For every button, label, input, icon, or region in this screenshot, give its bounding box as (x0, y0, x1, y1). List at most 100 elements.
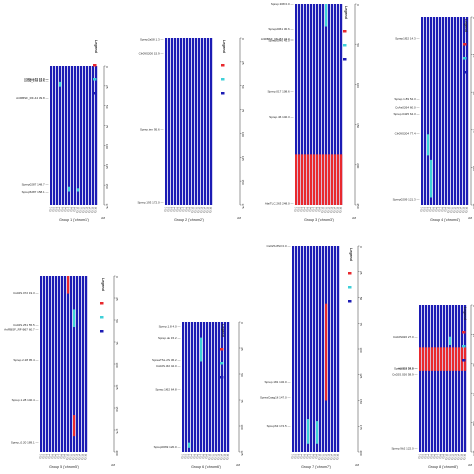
red-segment (428, 347, 431, 371)
red-segment (331, 154, 334, 205)
marker-label: Sprep2a58 1.3 — (140, 37, 164, 41)
axis-tick-label: 75 (472, 129, 474, 133)
legend-swatch-red (221, 64, 225, 67)
sample-label: F2-8 (185, 206, 188, 212)
axis-unit: cM (468, 216, 473, 220)
sample-label: F2-1 (420, 206, 423, 212)
axis-tick-label: 100 (240, 424, 244, 429)
sample-label: F2-10 (66, 453, 69, 460)
sample-label: F2-11 (448, 453, 451, 460)
panel-group5: Cs02S.072 19.3 — Cs02S.251 55.5 —ArtRBSF_… (4, 275, 119, 469)
genotype-column (50, 66, 53, 205)
panel-group6: Sprep.1.8 4.0 — Sprep.ok 15.2 — SpreaTSL.2… (152, 321, 244, 469)
sample-label: F2-7 (309, 453, 312, 459)
axis-tick-label: 0 (359, 246, 363, 248)
sample-label: F2-5 (176, 206, 179, 212)
sample-label: F2-1 (181, 453, 184, 459)
sample-label: F2-4 (303, 206, 306, 212)
sample-label: F2-11 (450, 206, 453, 213)
genotype-column (177, 38, 180, 205)
sample-label: F2-9 (188, 206, 191, 212)
genotype-column (83, 66, 86, 205)
sample-label: F2-6 (179, 206, 182, 212)
sample-label: F2-12 (214, 453, 217, 460)
axis-tick-label: 50 (240, 373, 244, 377)
axis-tick-label: 200 (115, 450, 119, 455)
genotype-column (431, 305, 434, 452)
sample-label: F2-5 (303, 453, 306, 459)
cyan-segment (73, 309, 76, 328)
axis-tick-label: 75 (359, 323, 363, 327)
genotype-column (76, 276, 79, 452)
marker-label: SpreaCaag1fi 147.0 — (260, 396, 291, 400)
genotype-column (201, 38, 204, 205)
sample-label: F2-9 (63, 453, 66, 459)
genotype-column (195, 38, 198, 205)
genotype-column (62, 66, 65, 205)
marker-label: ArtRBSF_RF-B67 60.7 — (4, 328, 38, 332)
axis-tick-label: 250 (356, 203, 360, 208)
genotype-column (304, 4, 307, 205)
axis-tick-label: 150 (356, 123, 360, 128)
genotype-column (313, 246, 316, 452)
sample-label: F2-8 (202, 453, 205, 459)
genotype-column (174, 38, 177, 205)
genotype-column (445, 17, 448, 205)
genotype-column (337, 4, 340, 205)
legend-title: Legend (349, 248, 353, 261)
sample-label: F2-9 (205, 453, 208, 459)
sample-label: F2-4 (300, 453, 303, 459)
marker-label: Sprep0209 121.3 — (393, 198, 420, 202)
sample-label: F2-11 (79, 206, 82, 213)
sample-label: F2-12 (72, 453, 75, 460)
sample-label: F2-9 (73, 206, 76, 212)
genotype-column (301, 4, 304, 205)
sample-label: F2-15 (336, 206, 339, 213)
sample-label: F2-6 (435, 206, 438, 212)
red-segment (452, 347, 455, 371)
sample-label: F2-11 (211, 453, 214, 460)
genotype-column (86, 66, 89, 205)
marker-label: CsAs0264 60.0 — (395, 105, 419, 109)
marker-label: ArtRBSF_RF-B7 43.0 — (261, 37, 294, 41)
cyan-segment (449, 336, 452, 345)
genotype-column (334, 246, 337, 452)
red-segment (334, 154, 337, 205)
sample-label: F2-6 (196, 453, 199, 459)
genotype-column (200, 322, 203, 452)
sample-label: F2-10 (76, 206, 79, 213)
genotype-column (337, 246, 340, 452)
sample-label: F2-2 (423, 206, 426, 212)
sample-label: F2-1 (164, 206, 167, 212)
genotype-column (436, 17, 439, 205)
red-segment (325, 303, 328, 401)
legend-swatch-blue (462, 359, 466, 362)
red-segment (337, 154, 340, 205)
genotype-column (52, 276, 55, 452)
panel-group1: Cfr09_176 16.3 —PtrHe12 17.0 —Cfr09_178 … (16, 40, 109, 222)
legend-swatch-blue (220, 376, 224, 379)
genotype-column (197, 322, 200, 452)
red-segment (298, 154, 301, 205)
axis-tick-label: 175 (359, 425, 363, 430)
sample-label: F2-8 (315, 206, 318, 212)
legend-swatch-cyan (100, 316, 104, 319)
sample-label: F2-7 (67, 206, 70, 212)
genotype-column (328, 4, 331, 205)
axis-tick-label: 125 (115, 384, 119, 389)
sample-label: F2-13 (330, 206, 333, 213)
genotype-column (180, 38, 183, 205)
axis-tick-label: 125 (472, 203, 474, 208)
sample-label: F2-15 (91, 206, 94, 213)
genotype-column (454, 17, 457, 205)
genotype-column (307, 246, 310, 452)
genotype-column (70, 276, 73, 452)
marker-label: Sprep0069 120.0 — (154, 445, 181, 449)
sample-label: F2-12 (327, 206, 330, 213)
genotype-column (46, 276, 49, 452)
cyan-segment (59, 81, 62, 87)
axis-tick-label: 150 (105, 184, 109, 189)
marker-label: Sprep.193 172.0 — (137, 200, 163, 204)
sample-label: F2-2 (294, 453, 297, 459)
sample-label: F2-13 (456, 206, 459, 213)
